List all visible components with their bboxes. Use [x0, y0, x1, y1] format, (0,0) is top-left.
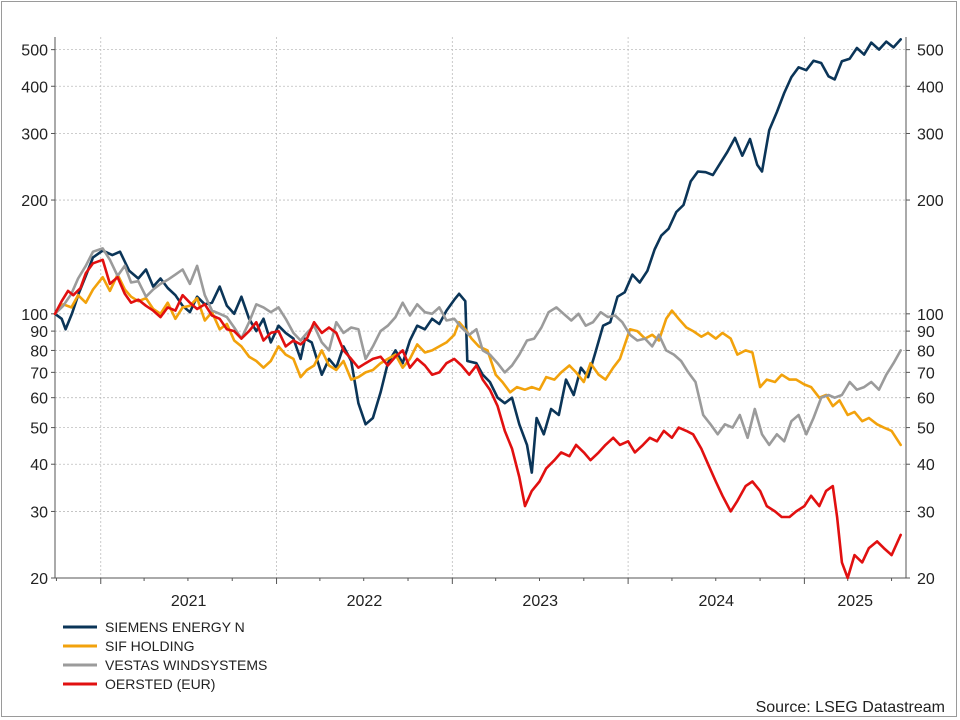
y-tick-label-left: 90 [30, 324, 48, 341]
axes [54, 37, 907, 579]
y-tick-label-right: 80 [917, 343, 935, 360]
y-tick-label-left: 20 [30, 571, 48, 588]
y-tick-label-right: 300 [917, 126, 944, 143]
y-tick-label-left: 70 [30, 365, 48, 382]
y-tick-label-right: 90 [917, 324, 935, 341]
source-note: Source: LSEG Datastream [756, 699, 945, 716]
y-tick-label-right: 40 [917, 457, 935, 474]
y-tick-label-right: 70 [917, 365, 935, 382]
x-tick-label: 2025 [837, 593, 873, 610]
series-line-sif-holding [53, 273, 902, 447]
series-line-oersted-eur [53, 258, 902, 580]
y-tick-label-left: 300 [21, 126, 48, 143]
y-tick-label-right: 500 [917, 43, 944, 60]
series-line-vestas-windsystems [53, 247, 902, 447]
x-tick-label: 2024 [698, 593, 734, 610]
y-tick-label-left: 80 [30, 343, 48, 360]
y-tick-label-right: 60 [917, 391, 935, 408]
legend-label: OERSTED (EUR) [105, 676, 215, 692]
y-tick-label-left: 500 [21, 43, 48, 60]
y-tick-label-right: 30 [917, 504, 935, 521]
y-tick-label-left: 200 [21, 193, 48, 210]
y-tick-label-left: 40 [30, 457, 48, 474]
grid-lines [55, 37, 906, 579]
x-tick-label: 2023 [522, 593, 558, 610]
legend-label: VESTAS WINDSYSTEMS [105, 657, 267, 673]
legend-label: SIEMENS ENERGY N [105, 619, 245, 635]
legend: SIEMENS ENERGY N SIF HOLDING VESTAS WINDSY… [63, 619, 267, 692]
y-tick-label-left: 100 [21, 307, 48, 324]
series-line-siemens-energy-n [53, 38, 902, 474]
legend-label: SIF HOLDING [105, 638, 194, 654]
y-tick-label-left: 60 [30, 391, 48, 408]
x-tick-label: 2022 [347, 593, 383, 610]
series-lines [53, 38, 902, 580]
y-tick-label-right: 200 [917, 193, 944, 210]
y-tick-label-left: 30 [30, 504, 48, 521]
x-tick-label: 2021 [171, 593, 207, 610]
y-tick-label-right: 50 [917, 421, 935, 438]
y-tick-label-left: 400 [21, 79, 48, 96]
y-tick-label-right: 100 [917, 307, 944, 324]
y-tick-label-left: 50 [30, 421, 48, 438]
y-tick-label-right: 20 [917, 571, 935, 588]
x-axis-ticks: 2021 2022 2023 2024 2025 [55, 578, 893, 610]
y-tick-label-right: 400 [917, 79, 944, 96]
